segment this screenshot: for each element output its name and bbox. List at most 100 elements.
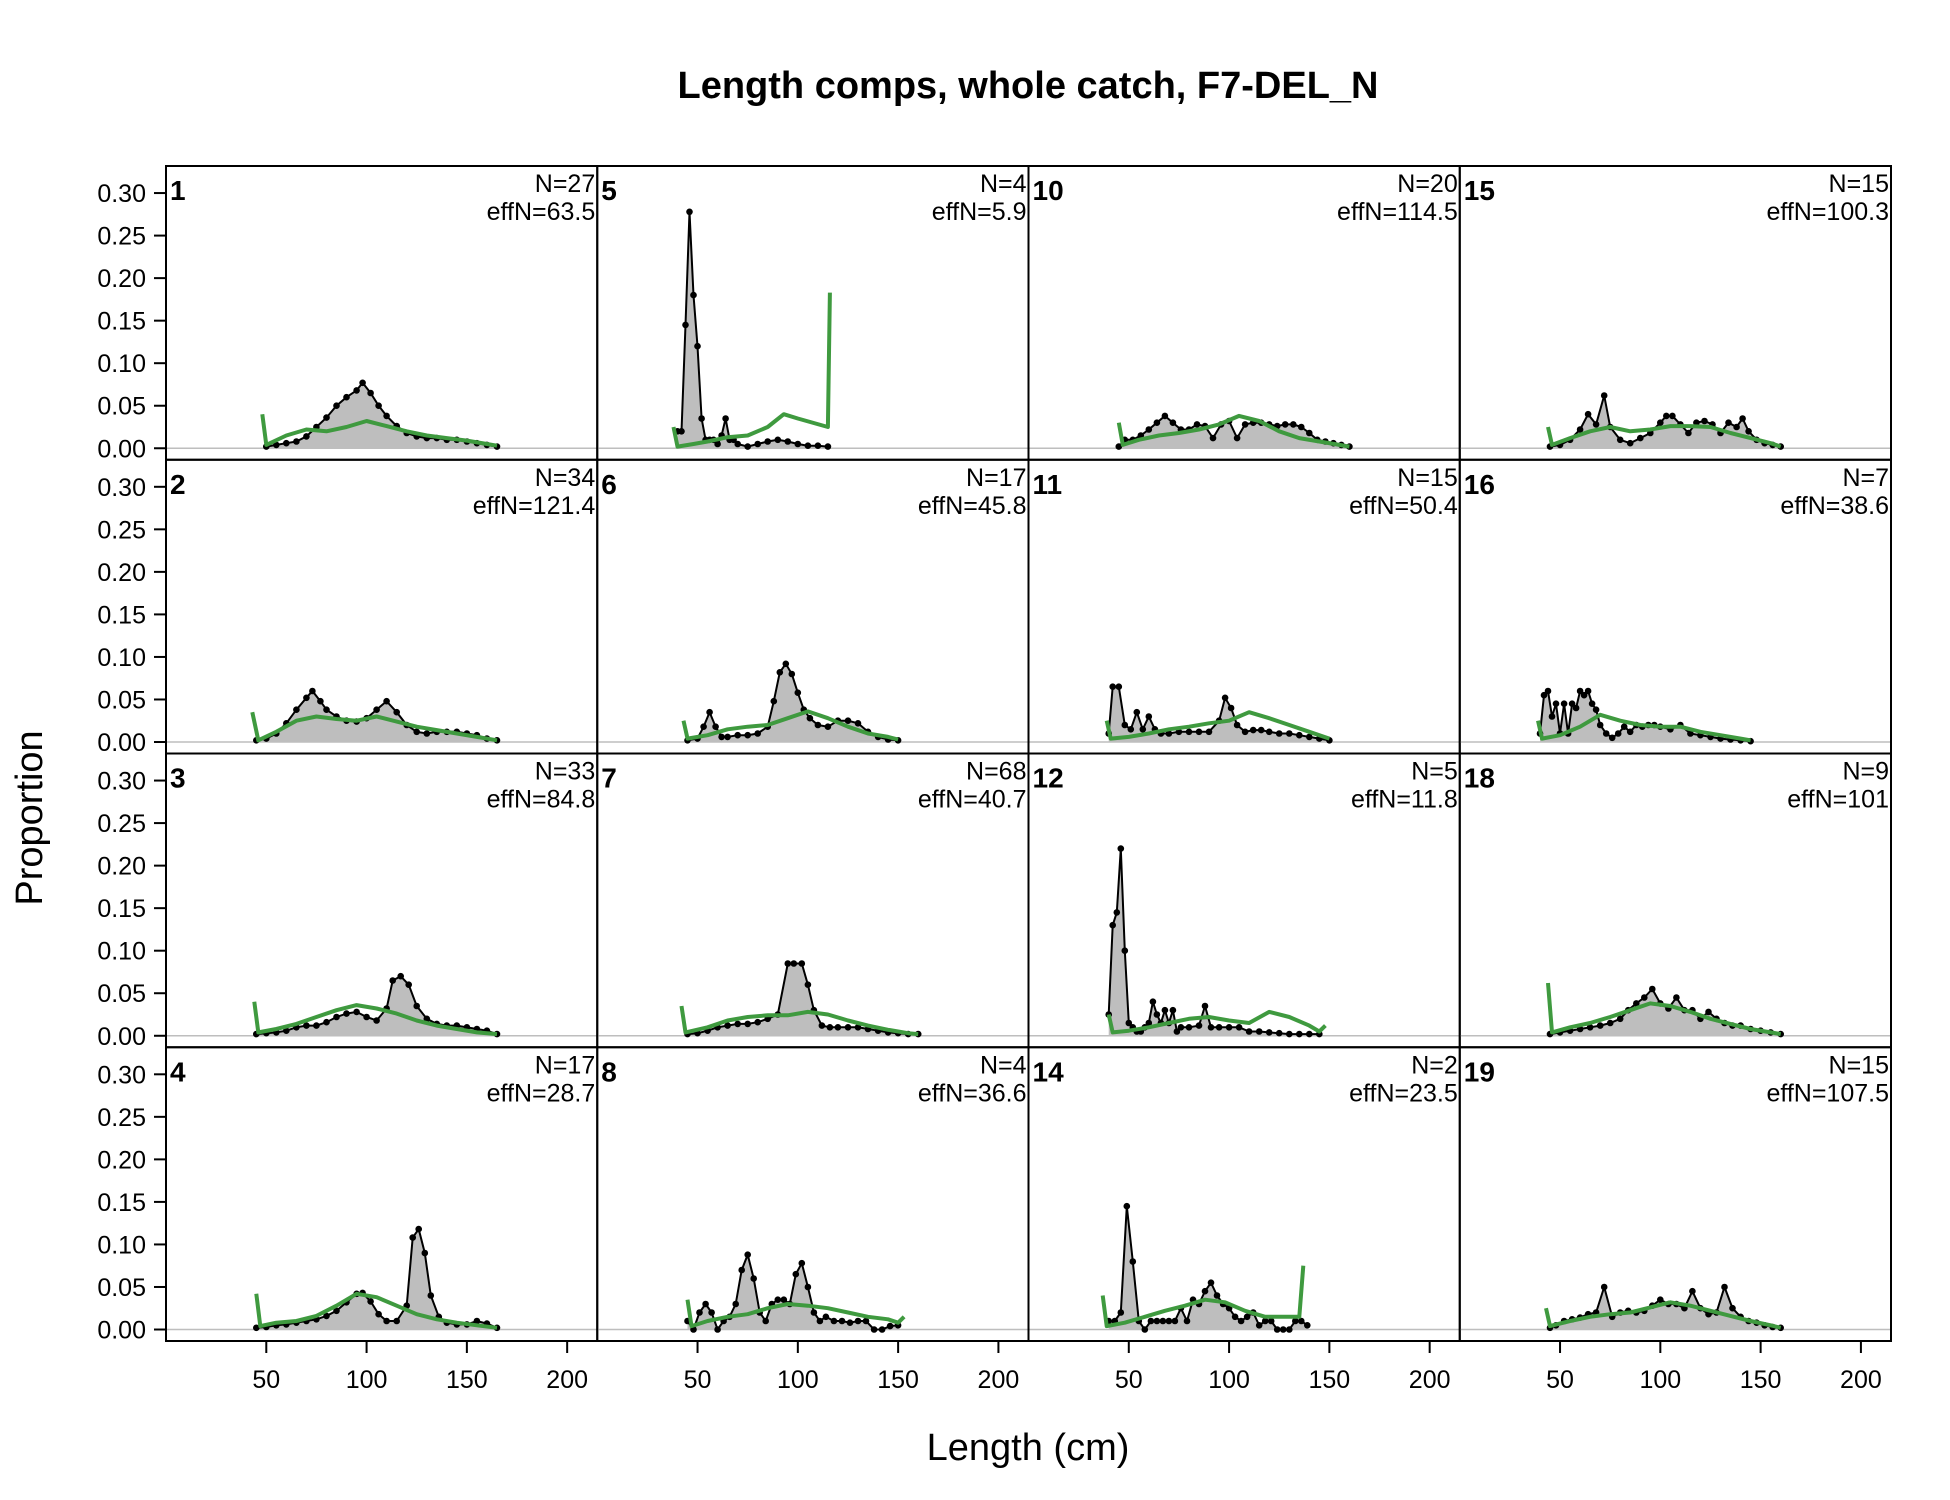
observed-point-15-24 [1745, 428, 1752, 435]
observed-point-12-18 [1177, 1024, 1185, 1031]
observed-point-12-20 [1195, 1022, 1203, 1029]
observed-point-14-17 [1207, 1279, 1215, 1286]
y-tick-label-2-0: 0.00 [97, 729, 146, 757]
observed-point-4-14 [383, 1317, 390, 1325]
observed-point-12-11 [1149, 998, 1157, 1005]
observed-point-19-23 [1729, 1304, 1736, 1312]
observed-point-18-11 [1649, 985, 1656, 993]
observed-point-3-17 [413, 1002, 421, 1010]
observed-point-12-16 [1169, 1006, 1177, 1014]
observed-point-1-1 [273, 441, 280, 449]
panel-label-11: 11 [1033, 469, 1063, 500]
observed-point-11-25 [1296, 731, 1303, 739]
observed-point-11-19 [1241, 728, 1249, 736]
effn-label-10: effN=114.5 [1337, 198, 1458, 226]
observed-point-16-6 [1560, 700, 1568, 707]
observed-point-11-21 [1257, 726, 1265, 734]
observed-point-12-23 [1215, 1024, 1223, 1031]
observed-point-11-6 [1139, 726, 1147, 733]
observed-point-14-8 [1153, 1317, 1161, 1325]
observed-point-10-7 [1169, 419, 1177, 427]
observed-area-14 [1108, 1206, 1308, 1330]
n-label-5: N=4 [980, 170, 1027, 198]
observed-point-1-2 [283, 439, 290, 447]
effn-label-14: effN=23.5 [1349, 1079, 1458, 1107]
observed-point-7-11 [790, 960, 798, 967]
x-axis-label: Length (cm) [927, 1427, 1130, 1469]
observed-point-15-12 [1657, 419, 1664, 427]
y-tick-label-4-4: 0.20 [97, 1146, 146, 1174]
y-tick-label-1-2: 0.10 [97, 350, 146, 378]
observed-point-11-23 [1275, 730, 1283, 737]
observed-point-10-21 [1281, 421, 1289, 428]
chart-title: Length comps, whole catch, F7-DEL_N [678, 65, 1379, 107]
observed-point-18-18 [1705, 1008, 1712, 1016]
observed-point-4-20 [427, 1292, 435, 1299]
observed-point-11-24 [1286, 730, 1293, 737]
observed-point-15-14 [1669, 412, 1676, 420]
observed-point-11-22 [1265, 728, 1273, 736]
panel-label-19: 19 [1464, 1056, 1495, 1087]
observed-point-2-13 [373, 706, 380, 713]
effn-label-6: effN=45.8 [918, 492, 1027, 520]
observed-point-4-18 [415, 1225, 423, 1233]
observed-point-8-23 [822, 1313, 830, 1321]
x-tick-label-14-3: 200 [1409, 1366, 1451, 1394]
panel-label-15: 15 [1464, 175, 1495, 206]
observed-point-12-14 [1161, 1006, 1169, 1014]
panel-label-1: 1 [170, 175, 186, 206]
observed-point-14-29 [1279, 1326, 1287, 1333]
observed-point-12-3 [1117, 845, 1125, 852]
n-label-1: N=27 [535, 170, 595, 198]
observed-point-6-15 [794, 689, 802, 696]
observed-point-6-19 [824, 723, 832, 730]
observed-point-4-25 [473, 1317, 481, 1325]
observed-point-6-2 [700, 723, 707, 730]
panels-layer: 1 N=27effN=63.50.000.050.100.150.200.250.… [97, 165, 1892, 1394]
observed-point-18-7 [1616, 1015, 1624, 1023]
observed-point-5-18 [764, 438, 771, 445]
y-tick-label-2-5: 0.25 [97, 516, 146, 544]
observed-point-18-9 [1633, 1000, 1640, 1007]
observed-point-1-3 [293, 438, 300, 445]
observed-point-12-29 [1275, 1029, 1283, 1037]
observed-point-10-12 [1209, 434, 1217, 442]
observed-point-1-12 [375, 402, 382, 410]
observed-point-15-9 [1626, 439, 1634, 447]
observed-point-5-3 [686, 208, 693, 216]
x-tick-label-8-2: 150 [877, 1366, 919, 1394]
observed-point-8-20 [804, 1283, 812, 1291]
observed-point-6-3 [706, 708, 713, 716]
observed-point-15-23 [1739, 415, 1746, 422]
y-tick-label-2-2: 0.10 [97, 644, 146, 672]
observed-point-15-16 [1685, 429, 1692, 437]
observed-point-12-12 [1153, 1011, 1161, 1018]
observed-point-4-17 [409, 1234, 417, 1241]
observed-point-6-21 [844, 717, 852, 724]
expected-line-16 [1536, 712, 1751, 743]
observed-point-15-4 [1584, 410, 1592, 418]
observed-point-8-26 [846, 1319, 854, 1326]
observed-point-12-4 [1121, 947, 1129, 954]
x-tick-label-8-0: 50 [684, 1366, 712, 1394]
effn-label-18: effN=101 [1787, 786, 1889, 814]
observed-point-4-19 [421, 1249, 429, 1257]
observed-point-8-25 [838, 1317, 846, 1325]
effn-label-12: effN=11.8 [1351, 786, 1458, 814]
y-tick-label-2-3: 0.15 [97, 601, 146, 629]
panel-label-8: 8 [601, 1056, 617, 1087]
y-tick-label-2-4: 0.20 [97, 559, 146, 587]
observed-point-1-13 [383, 412, 390, 420]
observed-point-14-9 [1159, 1317, 1167, 1325]
observed-point-8-27 [854, 1317, 862, 1325]
observed-point-16-20 [1626, 728, 1634, 736]
observed-point-19-22 [1721, 1283, 1728, 1291]
observed-point-16-3 [1548, 713, 1556, 720]
effn-label-5: effN=5.9 [932, 198, 1027, 226]
observed-point-6-5 [718, 733, 725, 741]
observed-point-16-19 [1620, 723, 1628, 730]
